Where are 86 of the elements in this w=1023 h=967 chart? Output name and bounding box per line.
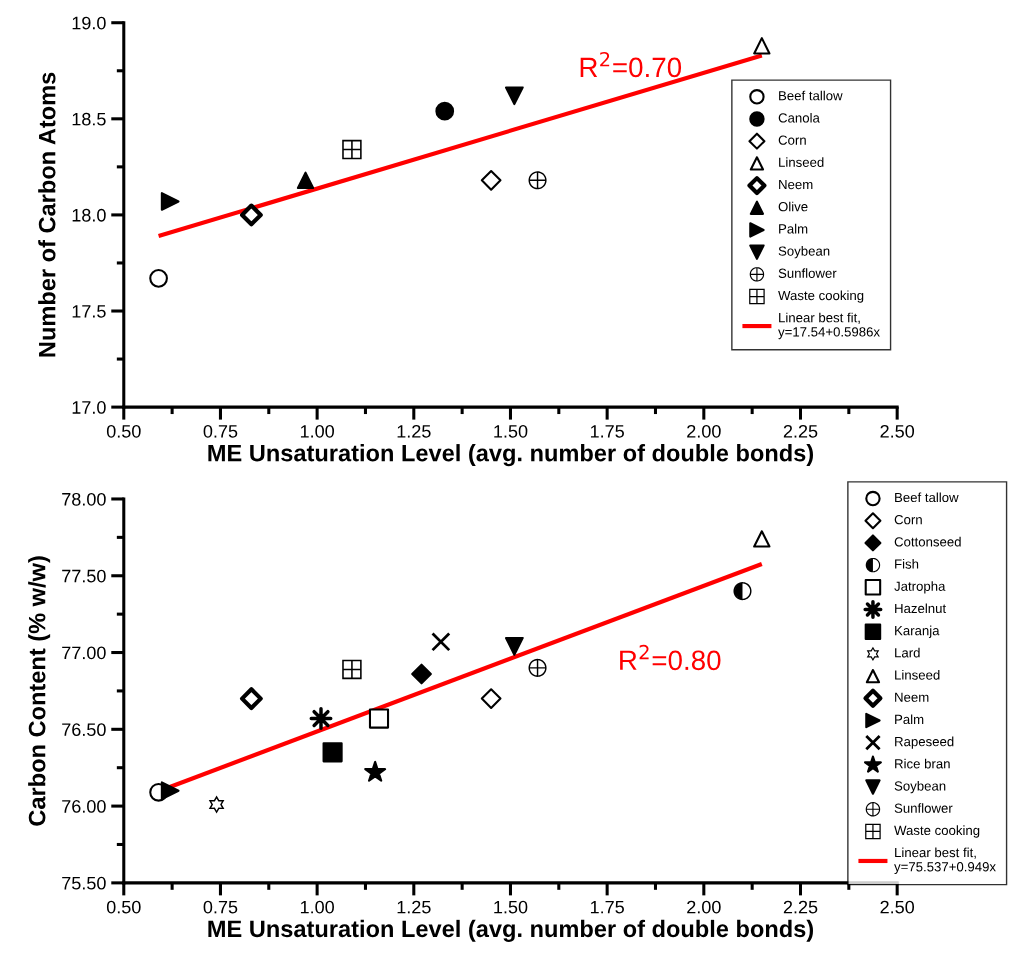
- point: [733, 582, 752, 601]
- x-tick-label: 1.25: [397, 900, 431, 914]
- point: [342, 659, 362, 680]
- y-tick-label: 76.50: [62, 723, 106, 737]
- legend-label: Rice bran: [895, 758, 950, 769]
- point: [528, 658, 547, 677]
- point: [309, 707, 333, 731]
- x-axis-title: ME Unsaturation Level (avg. number of double bonds): [208, 444, 814, 467]
- legend-label: Palm: [779, 223, 808, 234]
- legend-label: Soybean: [778, 246, 830, 259]
- legend-label: Canola: [778, 112, 820, 123]
- annotation: R$^{2}$=0.80: [620, 644, 721, 671]
- y-tick-label: 18.0: [72, 208, 106, 222]
- point: [364, 760, 387, 782]
- x-tick-label: 1.50: [494, 424, 528, 438]
- point: [149, 268, 168, 288]
- x-tick-label: 0.75: [203, 900, 238, 914]
- legend-label: Linear best fit, y=17.54+0.5986x: [778, 312, 880, 340]
- point: [504, 86, 524, 106]
- x-tick-label: 1.75: [590, 900, 624, 914]
- point: [480, 688, 502, 709]
- point: [342, 139, 362, 160]
- x-tick-label: 1.00: [300, 424, 334, 438]
- legend-label: Beef tallow: [895, 492, 959, 503]
- point: [753, 37, 771, 55]
- x-tick-label: 1.50: [494, 900, 528, 914]
- legend-label: Linseed: [895, 669, 940, 680]
- legend-label: Palm: [895, 714, 924, 725]
- point: [368, 708, 390, 729]
- legend-label: Linear best fit, y=75.537+0.949x: [894, 847, 996, 875]
- y-tick-label: 77.50: [62, 569, 106, 583]
- legend-label: Rapeseed: [895, 736, 954, 749]
- point: [480, 169, 502, 191]
- y-axis-title: Carbon Content (% w/w): [28, 556, 51, 826]
- legend-label: Waste cooking: [894, 825, 980, 838]
- legend-label: Soybean: [894, 780, 946, 794]
- point: [431, 632, 451, 652]
- point: [322, 742, 343, 763]
- point: [239, 687, 263, 711]
- y-axis-title: Number of Carbon Atoms: [38, 72, 56, 357]
- legend-label: Beef tallow: [779, 90, 843, 101]
- x-tick-label: 0.75: [203, 424, 238, 438]
- point: [753, 530, 771, 548]
- annotation: R$^{2}$=0.70: [580, 51, 682, 78]
- legend-label: Jatropha: [894, 581, 946, 594]
- legend-label: Cottonseed: [894, 536, 961, 547]
- x-tick-label: 2.00: [687, 424, 721, 438]
- legend-label: Waste cooking: [778, 290, 864, 303]
- y-tick-label: 18.5: [72, 112, 106, 126]
- legend-label: Karanja: [895, 625, 940, 638]
- point: [411, 663, 432, 685]
- point: [504, 637, 524, 656]
- point: [239, 203, 263, 227]
- x-tick-label: 2.25: [783, 424, 818, 438]
- x-tick-label: 2.50: [880, 424, 915, 438]
- legend-label: Fish: [895, 559, 919, 569]
- y-tick-label: 19.0: [72, 16, 106, 30]
- legend-label: Corn: [894, 514, 922, 525]
- legend-label: Sunflower: [778, 268, 837, 278]
- x-tick-label: 1.75: [590, 425, 624, 438]
- y-tick-label: 17.5: [72, 305, 106, 318]
- y-tick-label: 76.00: [62, 800, 106, 813]
- legend-label: Olive: [778, 201, 808, 212]
- legend-label: Lard: [895, 647, 920, 658]
- x-axis-title: ME Unsaturation Level (avg. number of double bonds): [208, 919, 814, 942]
- x-tick-label: 2.50: [880, 900, 915, 914]
- y-tick-label: 17.0: [72, 401, 106, 414]
- legend-label: Hazelnut: [895, 603, 947, 614]
- legend-label: Neem: [779, 179, 813, 190]
- x-tick-label: 2.25: [783, 900, 818, 914]
- legend-label: Sunflower: [894, 803, 953, 813]
- y-tick-label: 75.50: [62, 876, 106, 890]
- point: [160, 192, 180, 211]
- x-tick-label: 0.50: [106, 900, 141, 914]
- point: [296, 171, 315, 189]
- legend-label: Linseed: [779, 157, 824, 167]
- y-tick-label: 78.00: [62, 492, 106, 506]
- point: [435, 101, 455, 121]
- legend-label: Neem: [895, 692, 929, 702]
- x-tick-label: 2.00: [687, 900, 721, 914]
- point: [160, 781, 180, 801]
- y-tick-label: 77.00: [62, 646, 106, 660]
- x-tick-label: 0.50: [106, 424, 141, 438]
- legend-label: Corn: [778, 135, 806, 145]
- x-tick-label: 1.00: [300, 900, 334, 914]
- x-tick-label: 1.25: [397, 424, 431, 438]
